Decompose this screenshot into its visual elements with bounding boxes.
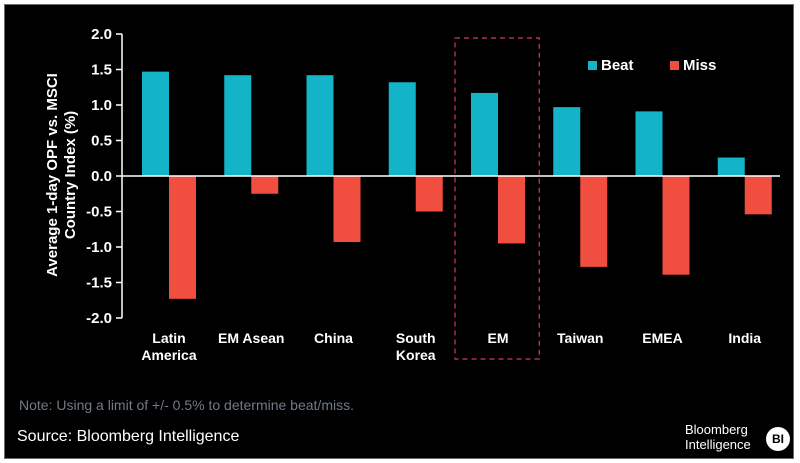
y-tick-label-0: 2.0 [91, 26, 112, 43]
bar-beat-4 [471, 92, 498, 176]
y-tick-label-1: 1.5 [91, 62, 112, 79]
bar-beat-2 [306, 75, 334, 176]
logo-badge: BI [766, 427, 790, 451]
y-axis-title-line-0: Average 1-day OPF vs. MSCI [44, 73, 61, 277]
bar-miss-7 [744, 176, 772, 215]
category-label-4-0: EM [488, 330, 509, 346]
category-label-6-0: EMEA [642, 330, 682, 346]
bar-beat-0 [142, 71, 169, 176]
bar-beat-5 [553, 107, 581, 176]
category-label-0-1: America [141, 347, 196, 363]
y-tick-label-4: 0.0 [91, 168, 112, 185]
legend-swatch-miss [670, 61, 679, 70]
category-label-7-0: India [728, 330, 761, 346]
category-label-5-0: Taiwan [557, 330, 603, 346]
category-label-2-0: China [314, 330, 353, 346]
legend-label-beat: Beat [601, 57, 634, 74]
bloomberg-intelligence-logo: Bloomberg Intelligence BI [685, 422, 793, 456]
logo-line-2: Intelligence [685, 437, 751, 452]
logo-text: Bloomberg Intelligence [685, 422, 751, 452]
legend-swatch-beat [588, 61, 597, 70]
bar-beat-6 [635, 111, 663, 176]
category-label-0-0: Latin [152, 330, 185, 346]
category-label-1-0: EM Asean [218, 330, 284, 346]
chart-frame: 2.0 1.5 1.0 0.5 0.0 -0.5 -1.0 -1.5 -2.0 Average 1… [4, 4, 794, 459]
footnote: Note: Using a limit of +/- 0.5% to deter… [19, 397, 354, 413]
category-label-3-1: Korea [396, 347, 436, 363]
bar-miss-4 [498, 176, 525, 244]
highlight-box-em [454, 37, 540, 360]
bar-beat-3 [388, 82, 416, 176]
y-tick-label-7: -1.5 [86, 275, 112, 292]
bar-miss-6 [662, 176, 690, 275]
y-tick-label-5: -0.5 [86, 204, 112, 221]
bar-chart: 2.0 1.5 1.0 0.5 0.0 -0.5 -1.0 -1.5 -2.0 Average 1… [44, 26, 780, 363]
bar-beat-1 [224, 75, 252, 176]
bar-miss-2 [333, 176, 361, 243]
bar-beat-7 [717, 157, 745, 176]
y-axis-title-line-1: Country Index (%) [62, 111, 79, 239]
bar-miss-0 [169, 176, 196, 299]
bar-miss-3 [415, 176, 443, 212]
y-tick-label-8: -2.0 [86, 310, 112, 327]
bar-miss-1 [251, 176, 279, 194]
y-tick-label-2: 1.0 [91, 97, 112, 114]
legend-label-miss: Miss [683, 57, 716, 74]
logo-line-1: Bloomberg [685, 422, 748, 437]
y-tick-label-6: -1.0 [86, 239, 112, 256]
y-tick-label-3: 0.5 [91, 133, 112, 150]
bar-miss-5 [580, 176, 608, 267]
category-label-3-0: South [396, 330, 436, 346]
source-text: Source: Bloomberg Intelligence [17, 428, 240, 445]
